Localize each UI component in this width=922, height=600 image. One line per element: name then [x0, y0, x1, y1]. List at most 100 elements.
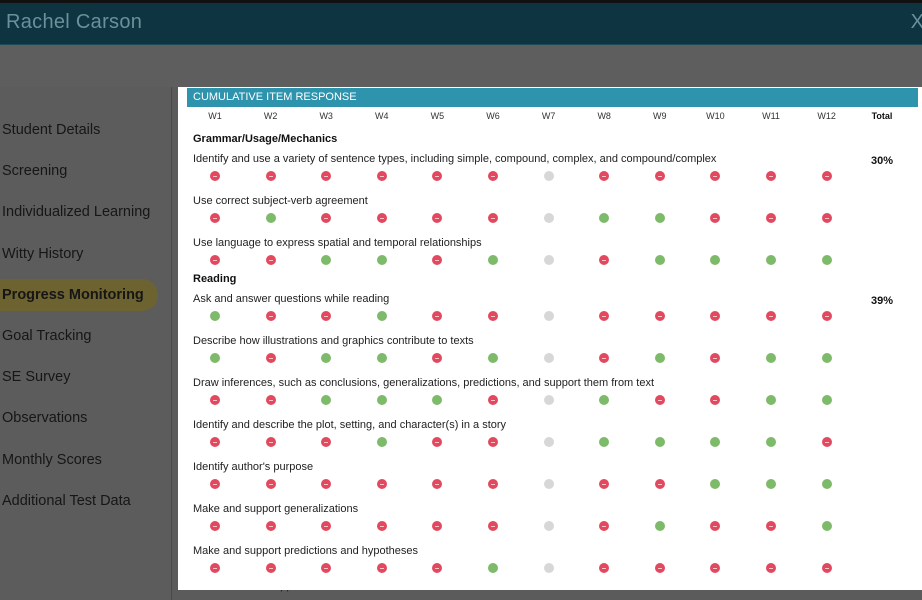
- close-button[interactable]: X: [910, 11, 922, 33]
- incorrect-response-icon[interactable]: [432, 521, 443, 531]
- incorrect-response-icon[interactable]: [321, 521, 332, 531]
- incorrect-response-icon[interactable]: [321, 311, 332, 321]
- incorrect-response-icon[interactable]: [488, 479, 498, 489]
- correct-response-icon[interactable]: [766, 395, 776, 405]
- sidebar-item-goal-tracking[interactable]: Goal Tracking: [2, 328, 92, 344]
- incorrect-response-icon[interactable]: [265, 311, 276, 321]
- incorrect-response-icon[interactable]: [321, 437, 332, 447]
- incorrect-response-icon[interactable]: [376, 521, 387, 531]
- incorrect-response-icon[interactable]: [210, 563, 220, 573]
- correct-response-icon[interactable]: [821, 521, 832, 531]
- skipped-response-icon[interactable]: [543, 521, 554, 531]
- correct-response-icon[interactable]: [710, 437, 721, 447]
- sidebar-item-student-details[interactable]: Student Details: [2, 122, 101, 138]
- incorrect-response-icon[interactable]: [210, 395, 220, 405]
- incorrect-response-icon[interactable]: [432, 311, 443, 321]
- skipped-response-icon[interactable]: [543, 395, 554, 405]
- correct-response-icon[interactable]: [376, 353, 387, 363]
- correct-response-icon[interactable]: [654, 255, 665, 265]
- incorrect-response-icon[interactable]: [710, 353, 721, 363]
- incorrect-response-icon[interactable]: [265, 171, 276, 181]
- incorrect-response-icon[interactable]: [488, 311, 498, 321]
- incorrect-response-icon[interactable]: [432, 213, 443, 223]
- incorrect-response-icon[interactable]: [710, 395, 721, 405]
- incorrect-response-icon[interactable]: [766, 521, 776, 531]
- incorrect-response-icon[interactable]: [654, 563, 665, 573]
- incorrect-response-icon[interactable]: [766, 563, 776, 573]
- incorrect-response-icon[interactable]: [599, 255, 610, 265]
- incorrect-response-icon[interactable]: [321, 171, 332, 181]
- incorrect-response-icon[interactable]: [432, 353, 443, 363]
- incorrect-response-icon[interactable]: [321, 213, 332, 223]
- correct-response-icon[interactable]: [376, 395, 387, 405]
- incorrect-response-icon[interactable]: [488, 437, 498, 447]
- correct-response-icon[interactable]: [710, 479, 721, 489]
- correct-response-icon[interactable]: [654, 353, 665, 363]
- sidebar-item-additional-test-data[interactable]: Additional Test Data: [2, 492, 131, 509]
- sidebar-item-screening[interactable]: Screening: [2, 163, 68, 180]
- correct-response-icon[interactable]: [265, 213, 276, 223]
- correct-response-icon[interactable]: [766, 479, 776, 489]
- correct-response-icon[interactable]: [210, 353, 220, 363]
- correct-response-icon[interactable]: [821, 353, 832, 363]
- correct-response-icon[interactable]: [821, 395, 832, 405]
- incorrect-response-icon[interactable]: [265, 353, 276, 363]
- correct-response-icon[interactable]: [210, 311, 220, 321]
- incorrect-response-icon[interactable]: [376, 171, 387, 181]
- correct-response-icon[interactable]: [321, 395, 332, 405]
- skipped-response-icon[interactable]: [543, 353, 554, 363]
- skipped-response-icon[interactable]: [543, 311, 554, 321]
- incorrect-response-icon[interactable]: [210, 521, 220, 531]
- incorrect-response-icon[interactable]: [376, 213, 387, 223]
- incorrect-response-icon[interactable]: [376, 479, 387, 489]
- incorrect-response-icon[interactable]: [710, 563, 721, 573]
- incorrect-response-icon[interactable]: [599, 311, 610, 321]
- incorrect-response-icon[interactable]: [432, 255, 443, 265]
- incorrect-response-icon[interactable]: [766, 311, 776, 321]
- skipped-response-icon[interactable]: [543, 437, 554, 447]
- correct-response-icon[interactable]: [821, 255, 832, 265]
- incorrect-response-icon[interactable]: [265, 479, 276, 489]
- correct-response-icon[interactable]: [488, 563, 498, 573]
- incorrect-response-icon[interactable]: [376, 563, 387, 573]
- correct-response-icon[interactable]: [766, 255, 776, 265]
- incorrect-response-icon[interactable]: [265, 563, 276, 573]
- incorrect-response-icon[interactable]: [821, 437, 832, 447]
- correct-response-icon[interactable]: [654, 437, 665, 447]
- correct-response-icon[interactable]: [766, 437, 776, 447]
- incorrect-response-icon[interactable]: [710, 213, 721, 223]
- incorrect-response-icon[interactable]: [710, 521, 721, 531]
- correct-response-icon[interactable]: [599, 395, 610, 405]
- incorrect-response-icon[interactable]: [654, 479, 665, 489]
- incorrect-response-icon[interactable]: [821, 213, 832, 223]
- correct-response-icon[interactable]: [710, 255, 721, 265]
- incorrect-response-icon[interactable]: [265, 521, 276, 531]
- incorrect-response-icon[interactable]: [432, 437, 443, 447]
- sidebar-item-monthly-scores[interactable]: Monthly Scores: [2, 451, 102, 468]
- incorrect-response-icon[interactable]: [210, 437, 220, 447]
- incorrect-response-icon[interactable]: [821, 311, 832, 321]
- correct-response-icon[interactable]: [766, 353, 776, 363]
- incorrect-response-icon[interactable]: [432, 479, 443, 489]
- incorrect-response-icon[interactable]: [599, 171, 610, 181]
- sidebar-item-se-survey[interactable]: SE Survey: [2, 369, 71, 386]
- correct-response-icon[interactable]: [376, 437, 387, 447]
- correct-response-icon[interactable]: [821, 479, 832, 489]
- correct-response-icon[interactable]: [376, 255, 387, 265]
- incorrect-response-icon[interactable]: [488, 213, 498, 223]
- incorrect-response-icon[interactable]: [599, 563, 610, 573]
- sidebar-item-individualized-learning[interactable]: Individualized Learning: [2, 204, 151, 221]
- incorrect-response-icon[interactable]: [321, 563, 332, 573]
- skipped-response-icon[interactable]: [543, 255, 554, 265]
- incorrect-response-icon[interactable]: [766, 213, 776, 223]
- correct-response-icon[interactable]: [654, 521, 665, 531]
- correct-response-icon[interactable]: [654, 213, 665, 223]
- correct-response-icon[interactable]: [321, 353, 332, 363]
- incorrect-response-icon[interactable]: [821, 563, 832, 573]
- incorrect-response-icon[interactable]: [654, 395, 665, 405]
- correct-response-icon[interactable]: [376, 311, 387, 321]
- incorrect-response-icon[interactable]: [599, 521, 610, 531]
- correct-response-icon[interactable]: [488, 353, 498, 363]
- incorrect-response-icon[interactable]: [265, 437, 276, 447]
- correct-response-icon[interactable]: [321, 255, 332, 265]
